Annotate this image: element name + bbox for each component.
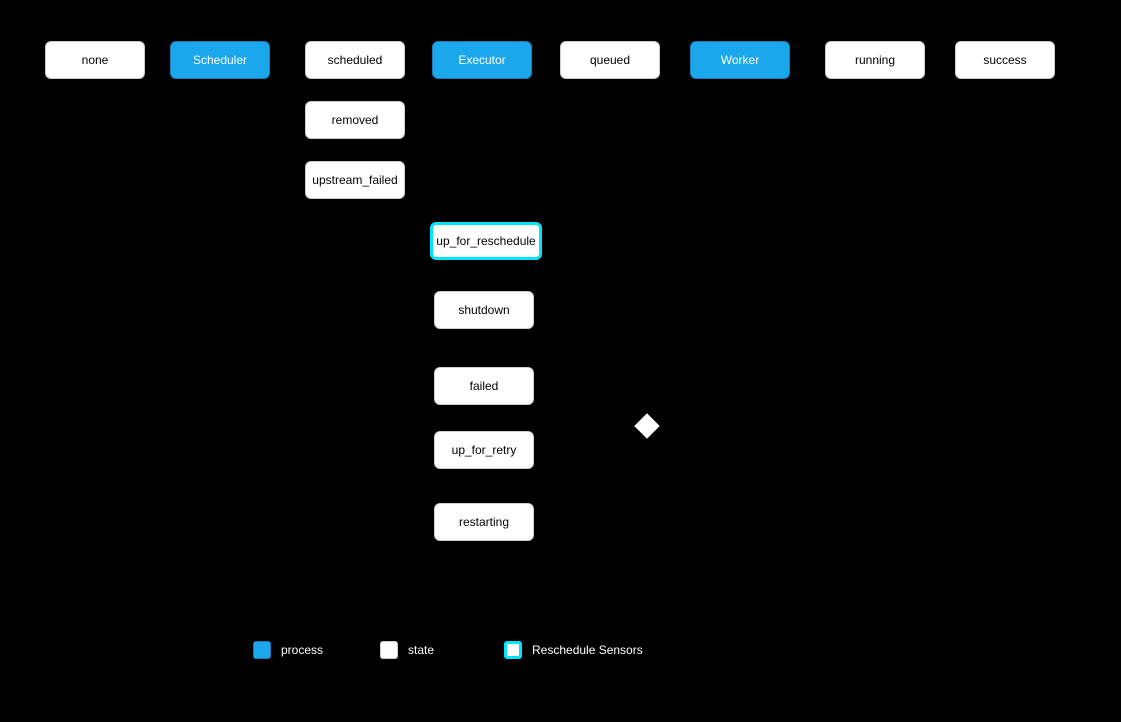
- legend-label: Reschedule Sensors: [532, 643, 643, 657]
- node-label: success: [983, 53, 1026, 67]
- legend-swatch-process: [253, 641, 271, 659]
- legend-reschedule: Reschedule Sensors: [504, 641, 643, 659]
- node-label: up_for_retry: [452, 443, 517, 457]
- node-label: running: [855, 53, 895, 67]
- process-executor: Executor: [432, 41, 532, 79]
- node-label: failed: [470, 379, 499, 393]
- node-label: up_for_reschedule: [436, 234, 535, 248]
- node-label: restarting: [459, 515, 509, 529]
- state-queued: queued: [560, 41, 660, 79]
- state-success: success: [955, 41, 1055, 79]
- legend-swatch-reschedule: [504, 641, 522, 659]
- node-label: Executor: [458, 53, 505, 67]
- node-label: scheduled: [328, 53, 383, 67]
- state-scheduled: scheduled: [305, 41, 405, 79]
- node-label: Worker: [721, 53, 759, 67]
- state-failed: failed: [434, 367, 534, 405]
- legend-label: state: [408, 643, 434, 657]
- state-removed: removed: [305, 101, 405, 139]
- process-worker: Worker: [690, 41, 790, 79]
- state-restarting: restarting: [434, 503, 534, 541]
- state-upstream-failed: upstream_failed: [305, 161, 405, 199]
- state-up-for-retry: up_for_retry: [434, 431, 534, 469]
- legend-process: process: [253, 641, 323, 659]
- node-label: upstream_failed: [312, 173, 397, 187]
- node-label: queued: [590, 53, 630, 67]
- decision-diamond: [634, 413, 659, 438]
- legend-swatch-state: [380, 641, 398, 659]
- node-label: shutdown: [458, 303, 509, 317]
- state-up-for-reschedule: up_for_reschedule: [430, 222, 542, 260]
- legend-state: state: [380, 641, 434, 659]
- state-running: running: [825, 41, 925, 79]
- node-label: none: [82, 53, 109, 67]
- node-label: Scheduler: [193, 53, 247, 67]
- state-shutdown: shutdown: [434, 291, 534, 329]
- legend-label: process: [281, 643, 323, 657]
- node-label: removed: [332, 113, 379, 127]
- process-scheduler: Scheduler: [170, 41, 270, 79]
- state-none: none: [45, 41, 145, 79]
